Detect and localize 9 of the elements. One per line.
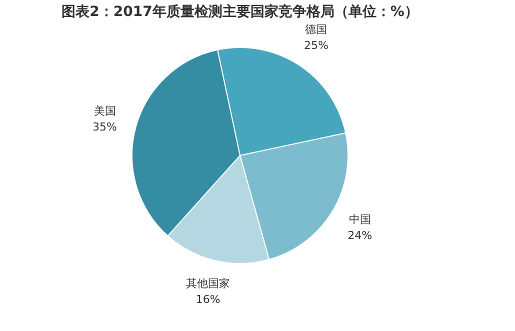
data-label: 24%	[348, 228, 372, 242]
data-label: 16%	[196, 292, 220, 306]
slice-label: 中国	[348, 212, 371, 226]
slice-label: 美国	[94, 104, 116, 118]
data-label: 25%	[304, 39, 328, 52]
chart-title: 图表2：2017年质量检测主要国家竞争格局（单位：%）	[62, 3, 418, 20]
slice-label: 德国	[305, 23, 328, 36]
slice-label: 其他国家	[186, 276, 230, 290]
data-label: 35%	[92, 120, 117, 134]
